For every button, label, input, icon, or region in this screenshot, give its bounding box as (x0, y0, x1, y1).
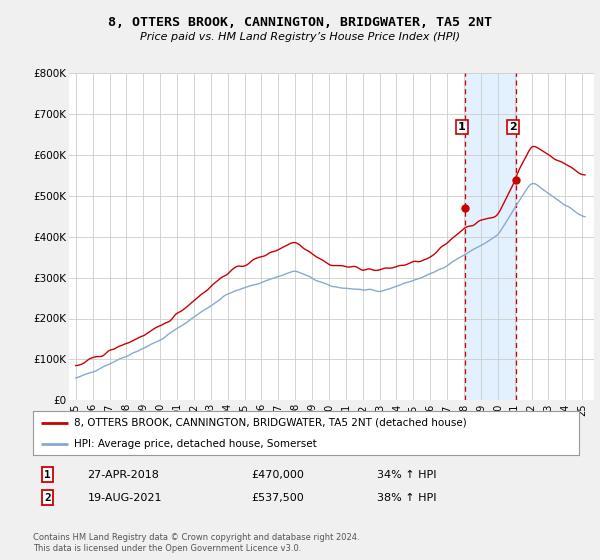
Text: £470,000: £470,000 (251, 470, 304, 479)
Text: 2: 2 (509, 122, 517, 132)
Text: 1: 1 (44, 470, 50, 479)
Text: 2: 2 (44, 493, 50, 503)
Text: 34% ↑ HPI: 34% ↑ HPI (377, 470, 436, 479)
Text: 38% ↑ HPI: 38% ↑ HPI (377, 493, 436, 503)
Text: 8, OTTERS BROOK, CANNINGTON, BRIDGWATER, TA5 2NT: 8, OTTERS BROOK, CANNINGTON, BRIDGWATER,… (108, 16, 492, 29)
Text: £537,500: £537,500 (251, 493, 304, 503)
Text: 1: 1 (458, 122, 466, 132)
Text: 27-APR-2018: 27-APR-2018 (88, 470, 160, 479)
Text: HPI: Average price, detached house, Somerset: HPI: Average price, detached house, Some… (74, 439, 317, 449)
Bar (466, 73, 516, 400)
Text: Contains HM Land Registry data © Crown copyright and database right 2024.
This d: Contains HM Land Registry data © Crown c… (33, 533, 359, 553)
Text: 8, OTTERS BROOK, CANNINGTON, BRIDGWATER, TA5 2NT (detached house): 8, OTTERS BROOK, CANNINGTON, BRIDGWATER,… (74, 418, 467, 428)
Text: 19-AUG-2021: 19-AUG-2021 (88, 493, 162, 503)
Text: Price paid vs. HM Land Registry’s House Price Index (HPI): Price paid vs. HM Land Registry’s House … (140, 32, 460, 43)
